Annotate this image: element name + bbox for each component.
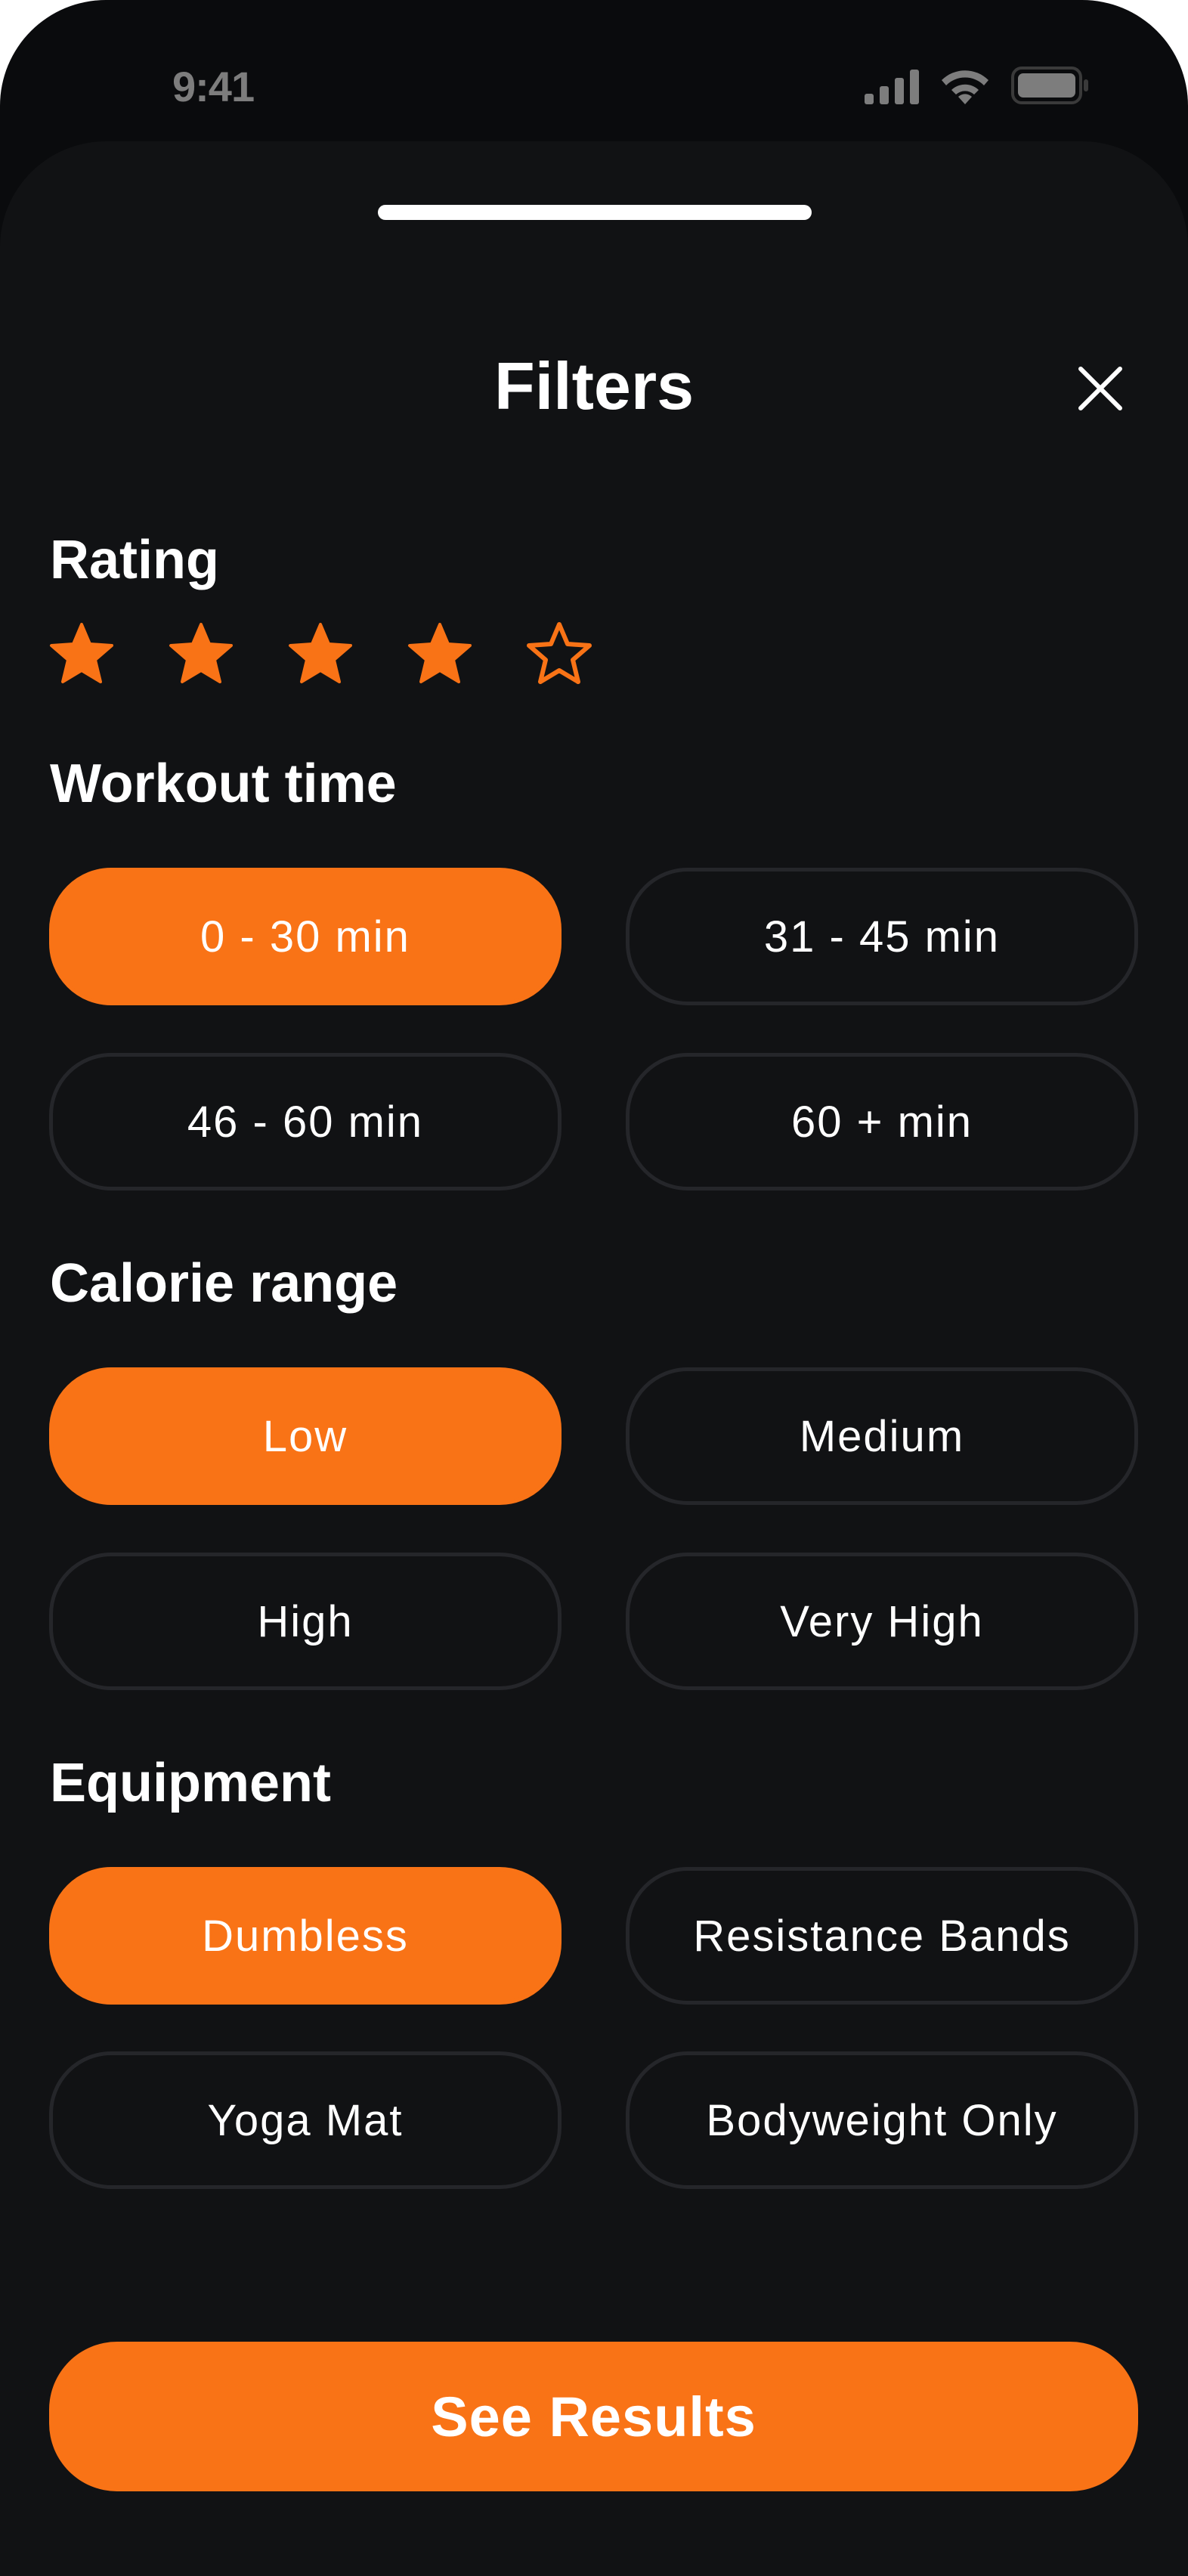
calorie-range-label: Calorie range: [50, 1253, 398, 1314]
status-time: 9:41: [172, 63, 255, 110]
star-filled-icon[interactable]: [405, 620, 475, 689]
close-icon[interactable]: [1073, 361, 1128, 416]
calorie-range-option[interactable]: High: [49, 1553, 562, 1690]
filters-sheet: [0, 141, 1188, 2576]
workout-time-option[interactable]: 0 - 30 min: [49, 868, 562, 1005]
calorie-range-option[interactable]: Medium: [626, 1367, 1138, 1505]
star-filled-icon[interactable]: [47, 620, 116, 689]
equipment-option[interactable]: Yoga Mat: [49, 2051, 562, 2189]
workout-time-label: Workout time: [50, 754, 397, 814]
cellular-signal-icon: [865, 70, 919, 104]
rating-stars[interactable]: [47, 620, 594, 689]
battery-icon: [1011, 67, 1088, 104]
star-filled-icon[interactable]: [166, 620, 236, 689]
workout-time-option[interactable]: 31 - 45 min: [626, 868, 1138, 1005]
workout-time-option[interactable]: 60 + min: [626, 1053, 1138, 1190]
see-results-button[interactable]: See Results: [49, 2342, 1138, 2491]
status-icons: [865, 67, 1090, 104]
sheet-title: Filters: [493, 348, 695, 423]
equipment-option[interactable]: Bodyweight Only: [626, 2051, 1138, 2189]
calorie-range-option[interactable]: Very High: [626, 1553, 1138, 1690]
star-filled-icon[interactable]: [286, 620, 355, 689]
equipment-option[interactable]: Resistance Bands: [626, 1867, 1138, 2005]
equipment-label: Equipment: [50, 1753, 331, 1813]
workout-time-option[interactable]: 46 - 60 min: [49, 1053, 562, 1190]
drag-handle[interactable]: [378, 205, 812, 220]
star-outline-icon[interactable]: [524, 620, 594, 689]
equipment-option[interactable]: Dumbless: [49, 1867, 562, 2005]
wifi-icon: [942, 70, 988, 104]
rating-label: Rating: [50, 530, 219, 590]
calorie-range-option[interactable]: Low: [49, 1367, 562, 1505]
